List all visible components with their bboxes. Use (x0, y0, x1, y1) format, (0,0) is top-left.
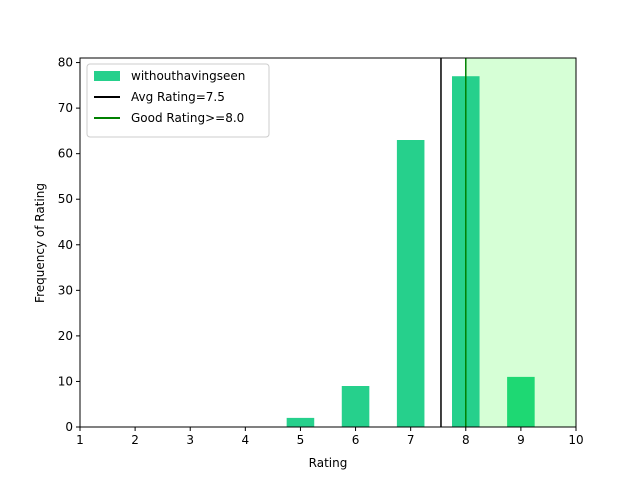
bar-rating-5 (286, 417, 315, 427)
x-tick-label: 9 (517, 433, 525, 447)
x-tick-label: 6 (352, 433, 360, 447)
legend-entry-label: Avg Rating=7.5 (131, 90, 225, 104)
y-axis-label: Frequency of Rating (33, 183, 47, 303)
y-tick-label: 50 (58, 192, 73, 206)
good-rating-region (465, 58, 576, 427)
x-tick-label: 10 (568, 433, 583, 447)
legend-entry-label: Good Rating>=8.0 (131, 111, 244, 125)
x-axis-label: Rating (309, 456, 348, 470)
legend: withouthavingseen Avg Rating=7.5 Good Rati… (86, 63, 270, 138)
plot-frame (79, 57, 577, 428)
x-tick-label: 4 (242, 433, 250, 447)
y-tick-label: 70 (58, 101, 73, 115)
x-tick-label: 3 (186, 433, 194, 447)
legend-swatch-bar (94, 71, 120, 81)
x-tick-label: 1 (76, 433, 84, 447)
y-tick-label: 0 (65, 420, 73, 434)
y-tick-label: 30 (58, 283, 73, 297)
legend-box (86, 63, 270, 138)
y-tick-label: 40 (58, 238, 73, 252)
bar-rating-6 (341, 386, 370, 427)
y-tick-label: 10 (58, 374, 73, 388)
legend-entry-label: withouthavingseen (131, 69, 245, 83)
bar-rating-9 (507, 376, 535, 427)
y-tick-label: 20 (58, 329, 73, 343)
y-tick-label: 60 (58, 147, 73, 161)
x-tick-label: 7 (407, 433, 415, 447)
x-tick-label: 8 (462, 433, 470, 447)
x-tick-label: 5 (297, 433, 305, 447)
y-tick-label: 80 (58, 56, 73, 70)
x-tick-label: 2 (131, 433, 139, 447)
bar-rating-7 (396, 140, 425, 427)
